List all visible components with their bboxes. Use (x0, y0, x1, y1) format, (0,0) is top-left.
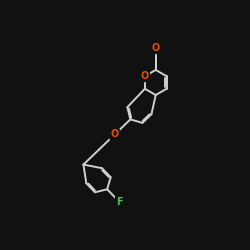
Text: O: O (152, 43, 160, 53)
Text: O: O (141, 71, 149, 81)
Text: O: O (110, 130, 119, 140)
Text: F: F (116, 197, 122, 207)
